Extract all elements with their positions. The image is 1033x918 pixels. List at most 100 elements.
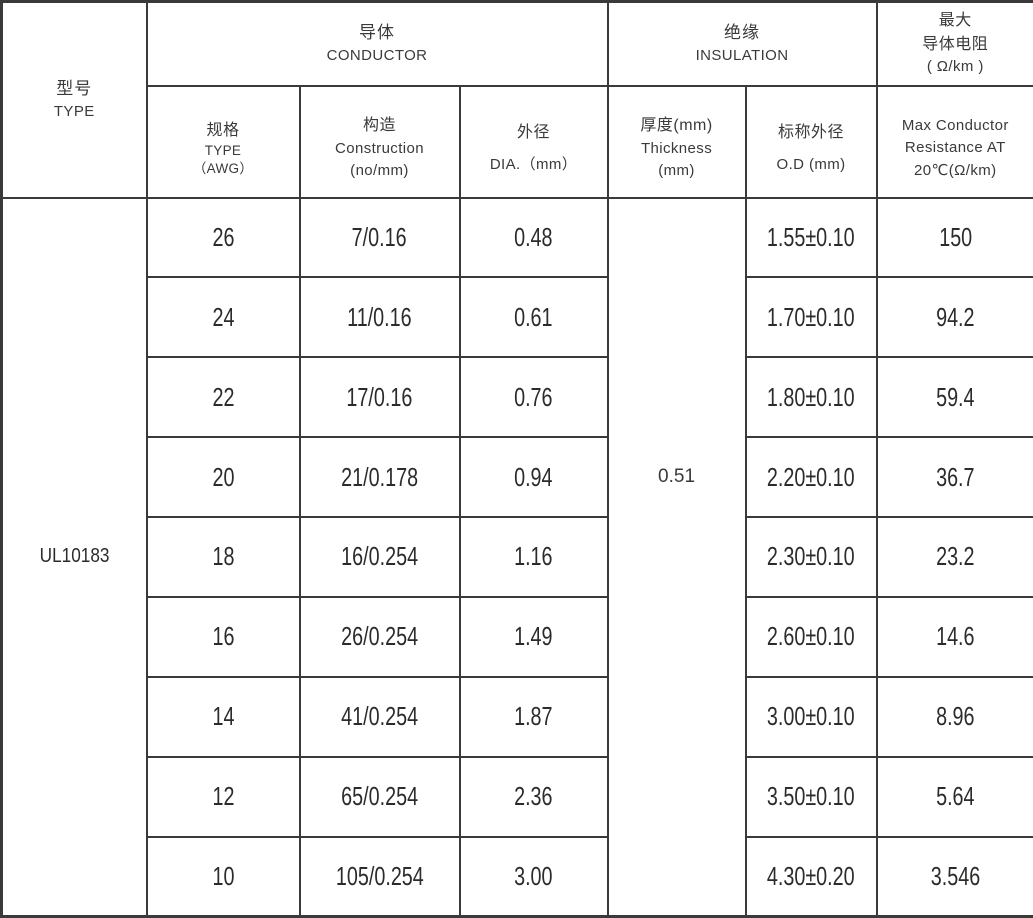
construction-value: 16/0.254 <box>341 541 418 572</box>
awg-cell: 18 <box>145 516 301 598</box>
header-group-insulation: 绝缘 INSULATION <box>606 0 878 87</box>
header-type-column: 型号 TYPE <box>0 0 148 199</box>
subheader-thickness-en: Thickness <box>640 139 713 157</box>
resistance-cell: 3.546 <box>875 835 1033 918</box>
dia-value: 0.76 <box>514 381 553 412</box>
header-group-max-resistance: 最大 导体电阻 ( Ω/km ) <box>875 0 1033 87</box>
awg-value: 16 <box>212 621 234 652</box>
awg-value: 14 <box>212 701 234 732</box>
spec-row: 10 105/0.254 3.00 4.30±0.20 3.546 <box>2 835 1033 918</box>
construction-value: 26/0.254 <box>341 621 418 652</box>
dia-cell: 1.87 <box>458 675 609 758</box>
header-row-sub: 规格 TYPE （AWG） 构造 Construction (no/mm) 外径 <box>2 84 1033 199</box>
header-max-resistance-line1: 最大 <box>938 12 972 30</box>
resistance-value: 150 <box>938 221 972 252</box>
header-insulation-en: INSULATION <box>695 47 789 65</box>
awg-cell: 10 <box>145 835 301 918</box>
dia-value: 2.36 <box>514 781 553 812</box>
header-type-en: TYPE <box>53 103 95 121</box>
construction-cell: 105/0.254 <box>298 835 461 918</box>
od-value: 4.30±0.20 <box>767 860 855 891</box>
od-value: 3.50±0.10 <box>767 781 855 812</box>
dia-cell: 1.16 <box>458 516 609 598</box>
resistance-cell: 150 <box>875 196 1033 279</box>
subheader-od: 标称外径 O.D (mm) <box>744 84 878 199</box>
subheader-od-en: O.D (mm) <box>776 155 846 173</box>
od-cell: 3.50±0.10 <box>744 755 878 838</box>
thickness-value: 0.51 <box>658 465 696 487</box>
dia-value: 0.61 <box>514 301 553 332</box>
construction-cell: 16/0.254 <box>298 516 461 598</box>
dia-cell: 0.94 <box>458 436 609 518</box>
construction-value: 21/0.178 <box>341 461 418 492</box>
dia-cell: 2.36 <box>458 755 609 838</box>
subheader-construction-cn: 构造 <box>362 117 396 135</box>
construction-cell: 17/0.16 <box>298 356 461 439</box>
dia-value: 0.94 <box>514 461 553 492</box>
spec-row: UL10183 26 7/0.16 0.48 0.51 1.55±0.10 15… <box>0 196 1033 918</box>
resistance-value: 59.4 <box>936 381 975 412</box>
construction-cell: 41/0.254 <box>298 675 461 758</box>
construction-value: 65/0.254 <box>341 781 418 812</box>
subheader-construction-en: Construction <box>334 139 424 157</box>
spec-row: 24 11/0.16 0.61 1.70±0.10 94.2 <box>2 276 1033 359</box>
dia-value: 1.16 <box>514 541 553 572</box>
od-value: 1.70±0.10 <box>767 301 855 332</box>
thickness-value-cell: 0.51 <box>606 196 747 918</box>
type-value-cell: UL10183 <box>0 196 148 918</box>
dia-cell: 0.76 <box>458 356 609 439</box>
type-value: UL10183 <box>39 545 110 568</box>
awg-cell: 26 <box>145 196 301 279</box>
subheader-dia-en: DIA.（mm） <box>489 155 578 173</box>
subheader-thickness-cn: 厚度(mm) <box>640 117 713 135</box>
header-max-resistance-line3: ( Ω/km ) <box>926 57 984 75</box>
spec-row: 14 41/0.254 1.87 3.00±0.10 8.96 <box>2 675 1033 758</box>
construction-cell: 7/0.16 <box>298 196 461 279</box>
subheader-od-cn: 标称外径 <box>778 123 845 141</box>
subheader-thickness: 厚度(mm) Thickness (mm) <box>606 84 747 199</box>
subheader-dia-cn: 外径 <box>517 123 551 141</box>
resistance-value: 8.96 <box>936 701 975 732</box>
construction-value: 7/0.16 <box>352 221 407 252</box>
subheader-max-resistance: Max Conductor Resistance AT 20℃(Ω/km) <box>875 84 1033 199</box>
construction-cell: 21/0.178 <box>298 436 461 518</box>
construction-value: 41/0.254 <box>341 701 418 732</box>
awg-value: 12 <box>212 781 234 812</box>
od-cell: 1.80±0.10 <box>744 356 878 439</box>
subheader-thickness-unit: (mm) <box>658 162 695 180</box>
subheader-awg-unit: （AWG） <box>192 161 254 177</box>
spec-row: 16 26/0.254 1.49 2.60±0.10 14.6 <box>2 595 1033 678</box>
resistance-cell: 23.2 <box>875 516 1033 598</box>
od-value: 2.20±0.10 <box>767 461 855 492</box>
awg-cell: 22 <box>145 356 301 439</box>
header-insulation-cn: 绝缘 <box>724 22 761 42</box>
dia-value: 1.49 <box>514 621 553 652</box>
awg-value: 10 <box>212 860 234 891</box>
spec-row: 22 17/0.16 0.76 1.80±0.10 59.4 <box>2 356 1033 439</box>
dia-cell: 3.00 <box>458 835 609 918</box>
od-value: 1.80±0.10 <box>767 381 855 412</box>
header-type-cn: 型号 <box>56 78 93 98</box>
header-conductor-en: CONDUCTOR <box>326 47 428 65</box>
subheader-max-resistance-line3: 20℃(Ω/km) <box>914 161 997 179</box>
od-cell: 3.00±0.10 <box>744 675 878 758</box>
awg-value: 22 <box>212 381 234 412</box>
header-max-resistance-line2: 导体电阻 <box>922 35 989 53</box>
subheader-awg-cn: 规格 <box>206 121 240 139</box>
resistance-cell: 8.96 <box>875 675 1033 758</box>
header-row-groups: 型号 TYPE 导体 CONDUCTOR 绝缘 INSULATION 最大 导体… <box>0 0 1033 199</box>
subheader-awg: 规格 TYPE （AWG） <box>145 84 301 199</box>
awg-cell: 20 <box>145 436 301 518</box>
awg-value: 26 <box>212 221 234 252</box>
awg-value: 20 <box>212 461 234 492</box>
spec-row: 20 21/0.178 0.94 2.20±0.10 36.7 <box>2 436 1033 518</box>
subheader-awg-en: TYPE <box>204 142 242 158</box>
awg-cell: 16 <box>145 595 301 678</box>
header-conductor-cn: 导体 <box>359 22 396 42</box>
od-cell: 2.60±0.10 <box>744 595 878 678</box>
resistance-cell: 59.4 <box>875 356 1033 439</box>
resistance-value: 3.546 <box>930 860 981 891</box>
dia-value: 0.48 <box>514 221 553 252</box>
